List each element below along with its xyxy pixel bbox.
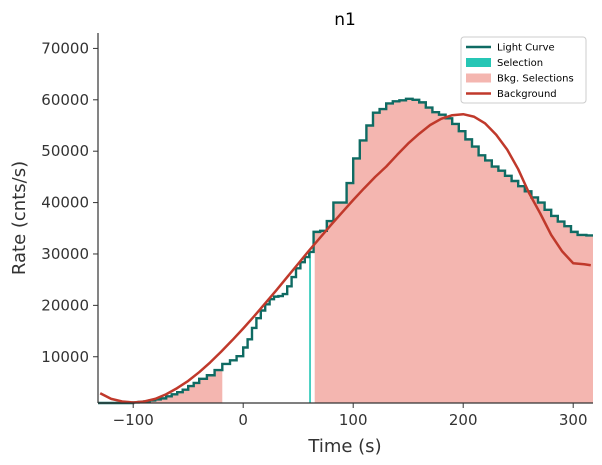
chart-title: n1 — [334, 10, 356, 30]
legend-swatch-1 — [466, 58, 491, 67]
legend-label-3: Background — [497, 89, 557, 100]
x-tick-label: 0 — [238, 411, 248, 429]
y-tick-label: 30000 — [41, 245, 89, 263]
x-axis-label: Time (s) — [307, 436, 381, 457]
axes — [97, 33, 593, 404]
bkg-selection-fill-1 — [314, 98, 593, 404]
y-tick-label: 70000 — [41, 39, 89, 57]
y-axis-label: Rate (cnts/s) — [9, 161, 30, 275]
bkg-selection-fill-0 — [98, 370, 223, 403]
legend-box — [460, 36, 587, 104]
legend-label-0: Light Curve — [497, 43, 555, 54]
x-tick-label: 200 — [449, 411, 478, 429]
y-tick-label: 60000 — [41, 91, 89, 109]
y-tick-label: 20000 — [41, 296, 89, 314]
y-tick-label: 50000 — [41, 142, 89, 160]
legend-label-1: Selection — [497, 58, 543, 69]
x-tick-label: 300 — [559, 411, 588, 429]
y-tick-label: 40000 — [41, 194, 89, 212]
x-tick-label: −100 — [113, 411, 154, 429]
x-tick-label: 100 — [339, 411, 368, 429]
legend-swatch-2 — [466, 73, 491, 83]
background-model-line — [99, 112, 591, 404]
background-model-layer — [99, 112, 591, 404]
selection-layer — [309, 251, 311, 403]
background-selections-layer — [98, 98, 593, 404]
legend-label-2: Bkg. Selections — [497, 74, 574, 85]
y-tick-label: 10000 — [41, 348, 89, 366]
selection-fill — [309, 251, 311, 403]
ticks: −100 0 100 200 300 10000 20000 30000 40000 50000 6… — [41, 39, 587, 429]
legend: Light Curve Selection Bkg. Selections Backg… — [460, 36, 587, 104]
